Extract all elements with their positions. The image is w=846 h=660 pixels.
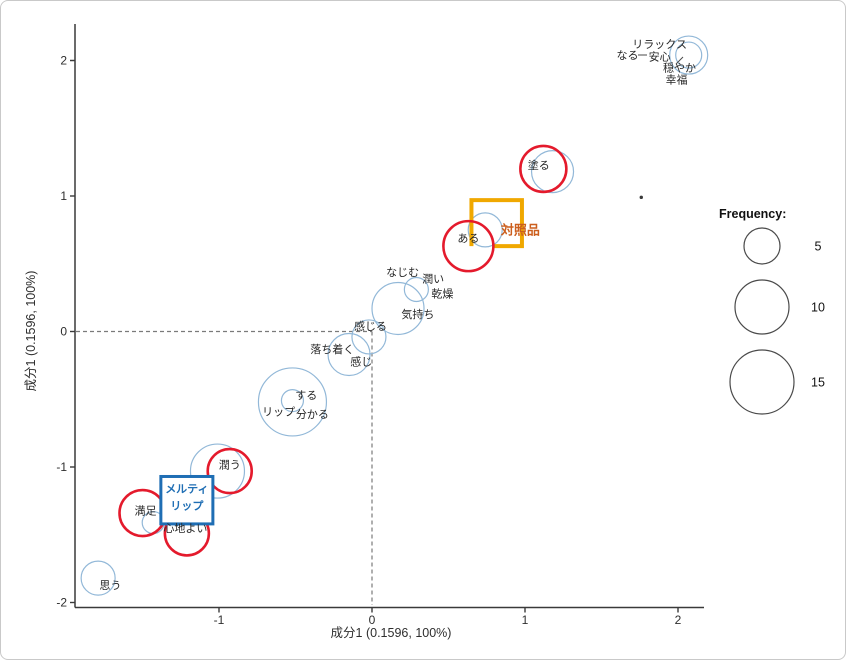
y-axis-title: 成分1 (0.1596, 100%): [24, 271, 38, 392]
word-label: 穏やか: [663, 61, 696, 74]
x-tick-label: 1: [522, 613, 529, 627]
word-label: する: [295, 389, 317, 402]
frequency-bubble: [669, 35, 709, 75]
frequency-bubble: [80, 560, 116, 596]
word-label: 塗る: [528, 158, 550, 172]
frequency-bubble: [403, 276, 429, 303]
word-label: リラックス: [632, 38, 687, 51]
highlight-red-circle: [442, 219, 495, 273]
word-label: 幸福: [665, 72, 687, 86]
x-tick-label: -1: [214, 613, 225, 627]
frequency-bubble: [530, 150, 575, 194]
legend-size-value: 10: [811, 301, 825, 315]
y-tick-label: -1: [56, 460, 67, 474]
word-label: 満足: [135, 504, 157, 517]
melty-lip-box: [159, 474, 215, 526]
word-label: 心地よい: [163, 522, 207, 535]
y-tick-label: 2: [60, 54, 67, 68]
legend-size-circle: [734, 279, 790, 335]
melty-lip-label: リップ: [170, 498, 204, 512]
word-label: 感じる: [354, 320, 387, 333]
word-label: 気持ち: [401, 307, 434, 321]
frequency-bubble: [675, 41, 703, 69]
frequency-bubble: [257, 367, 328, 437]
legend-size-circle: [743, 227, 781, 265]
word-label: 落ち着く: [310, 342, 354, 356]
leader-line: [675, 56, 684, 65]
highlight-red-circle: [519, 144, 568, 194]
y-tick-label: 1: [60, 189, 67, 203]
word-label: 潤う: [219, 458, 241, 471]
frequency-bubble: [467, 212, 503, 248]
frequency-bubble: [189, 443, 246, 499]
legend-size-circle: [729, 349, 795, 415]
control-product-bracket: [469, 198, 524, 249]
frequency-bubble: [351, 319, 387, 355]
frequency-bubble: [327, 332, 371, 377]
legend-size-value: 15: [811, 376, 825, 390]
frequency-bubble: [371, 281, 425, 336]
legend-size-value: 5: [815, 240, 822, 254]
word-label: 分かる: [296, 408, 329, 421]
highlight-red-circle: [206, 447, 254, 495]
word-label: なる: [617, 49, 639, 62]
word-label: 安心: [649, 49, 671, 63]
x-tick-label: 0: [369, 613, 376, 627]
stray-point-dot: [639, 195, 643, 200]
word-label: 潤い: [422, 273, 444, 286]
word-label: 感じ: [350, 355, 372, 368]
y-tick-label: 0: [60, 325, 67, 339]
melty-lip-label: メルティ: [165, 482, 208, 495]
word-label: 乾燥: [431, 288, 453, 301]
y-tick-label: -2: [56, 596, 67, 610]
x-axis-title: 成分1 (0.1596, 100%): [331, 626, 452, 640]
word-label: 思う: [99, 579, 121, 592]
word-label: なじむ: [386, 266, 419, 279]
word-label: ある: [457, 232, 479, 245]
x-tick-label: 2: [675, 613, 682, 627]
word-label: リップ: [262, 405, 295, 418]
legend-title: Frequency:: [719, 207, 786, 221]
control-product-label: 対照品: [500, 222, 540, 237]
frequency-bubble: [280, 389, 305, 413]
